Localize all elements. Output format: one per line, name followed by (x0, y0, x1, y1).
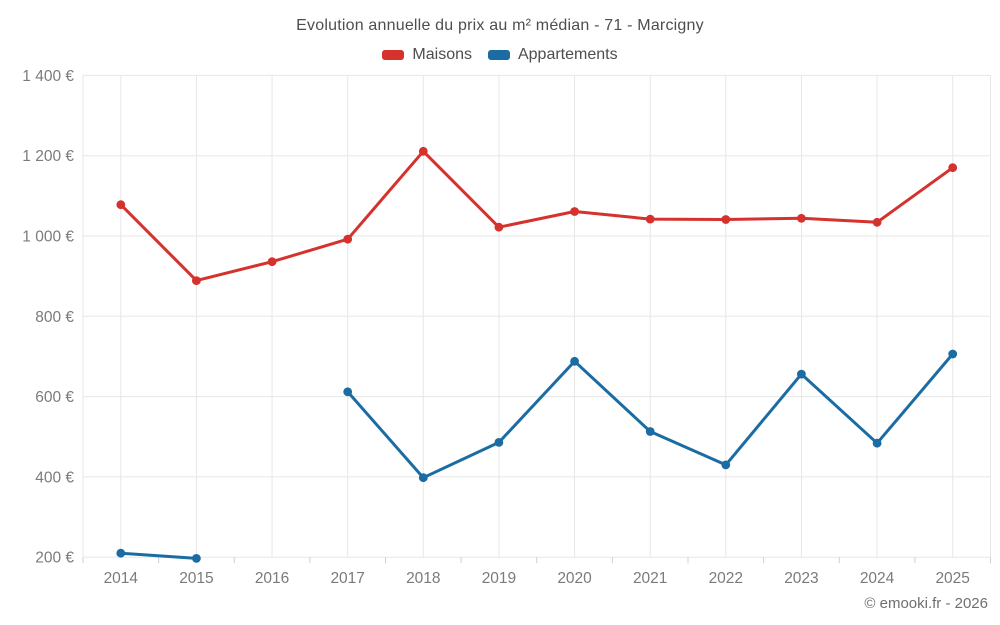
data-point (872, 438, 882, 448)
data-point (343, 387, 353, 397)
data-point (797, 213, 806, 223)
svg-text:1 400 €: 1 400 € (22, 68, 74, 85)
data-point (116, 548, 126, 558)
svg-text:2025: 2025 (935, 570, 969, 587)
data-point (570, 356, 579, 366)
svg-text:200 €: 200 € (35, 550, 74, 567)
svg-text:2024: 2024 (860, 570, 895, 587)
legend-label-appartements: Appartements (517, 46, 618, 63)
svg-text:2015: 2015 (179, 570, 213, 587)
chart-legend: Maisons Appartements (0, 46, 1000, 64)
data-point (872, 217, 882, 227)
svg-text:400 €: 400 € (35, 469, 74, 486)
data-point (116, 200, 126, 210)
legend-label-maisons: Maisons (412, 46, 472, 63)
legend-item-appartements[interactable]: Appartements (487, 46, 618, 64)
y-axis-labels: 200 € 400 € 600 € 800 € 1 000 € 1 200 € 1 400 … (22, 68, 74, 567)
data-point (343, 234, 353, 244)
svg-text:2017: 2017 (330, 570, 364, 587)
data-point (494, 222, 504, 232)
svg-text:2021: 2021 (633, 570, 667, 587)
svg-text:2014: 2014 (104, 570, 139, 587)
chart-title: Evolution annuelle du prix au m² médian … (296, 17, 704, 34)
svg-text:2018: 2018 (406, 570, 440, 587)
svg-text:2016: 2016 (255, 570, 289, 587)
watermark: © emooki.fr - 2026 (864, 595, 988, 612)
x-axis-labels: 2014 2015 2016 2017 2018 2019 2020 2021 2022 2023… (104, 570, 970, 587)
data-point (418, 473, 428, 483)
y-gridlines (83, 74, 991, 558)
data-point (494, 438, 504, 447)
svg-text:2023: 2023 (784, 570, 818, 587)
svg-text:2019: 2019 (482, 570, 516, 587)
data-point (797, 369, 806, 379)
data-point (192, 276, 201, 285)
svg-text:2022: 2022 (709, 570, 743, 587)
legend-swatch-appartements-icon (487, 50, 510, 60)
data-point (192, 554, 201, 563)
legend-item-maisons[interactable]: Maisons (382, 46, 472, 64)
legend-swatch-maisons-icon (382, 50, 405, 60)
svg-text:1 000 €: 1 000 € (22, 229, 74, 246)
series-appartements (116, 349, 958, 563)
data-point (418, 146, 428, 156)
svg-text:800 €: 800 € (35, 309, 74, 326)
data-point (948, 163, 958, 173)
svg-text:600 €: 600 € (35, 389, 74, 406)
data-point (645, 427, 655, 436)
data-point (721, 460, 731, 470)
data-point (645, 214, 655, 224)
data-point (721, 215, 731, 224)
data-point (570, 207, 579, 216)
svg-text:2020: 2020 (557, 570, 592, 587)
svg-text:1 200 €: 1 200 € (22, 148, 74, 165)
data-point (948, 349, 958, 359)
data-point (267, 257, 277, 267)
axis-ticks (82, 75, 991, 564)
series-maisons (116, 146, 958, 285)
